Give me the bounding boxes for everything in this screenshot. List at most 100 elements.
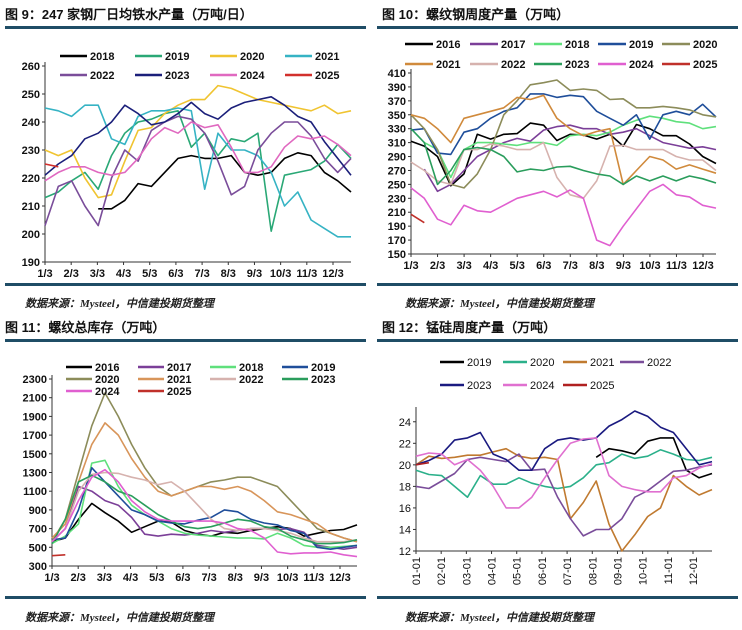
legend-label-2021: 2021	[590, 357, 614, 369]
legend-label-2022: 2022	[501, 59, 525, 71]
legend-label-2023: 2023	[565, 59, 589, 71]
x-tick-label: 12-01	[688, 557, 700, 585]
series-line-2018	[423, 115, 717, 179]
legend-label-2023: 2023	[311, 374, 335, 386]
x-tick-label: 6/3	[168, 268, 183, 280]
series-line-2024	[44, 121, 352, 182]
divider	[377, 596, 738, 599]
y-tick-label: 20	[399, 460, 411, 472]
legend-label-2019: 2019	[311, 362, 335, 374]
series-line-2023	[51, 474, 358, 545]
y-tick-label: 14	[399, 524, 411, 536]
series-line-2024	[410, 183, 717, 247]
legend-label-2020: 2020	[95, 374, 119, 386]
series-line-2025	[44, 163, 59, 168]
legend-label-2019: 2019	[629, 39, 653, 51]
y-tick-label: 200	[22, 229, 40, 241]
x-tick-label: 03-01	[461, 557, 473, 585]
y-tick-label: 240	[22, 117, 40, 129]
x-tick-label: 2/3	[430, 260, 445, 272]
x-tick-label: 05-01	[512, 557, 524, 585]
x-tick-label: 09-01	[612, 557, 624, 585]
legend-label-2018: 2018	[90, 51, 114, 63]
y-tick-label: 1700	[23, 430, 47, 442]
source-note: 数据来源：Mysteel，中信建投期货整理	[405, 612, 594, 624]
divider	[5, 26, 366, 29]
series-line-2020	[410, 79, 717, 189]
x-tick-label: 06-01	[537, 557, 549, 585]
series-line-2018	[51, 459, 358, 549]
chart-title-iron-output: 图 9：247 家钢厂日均铁水产量（万吨/日）	[5, 7, 253, 22]
y-tick-label: 260	[22, 61, 40, 73]
y-tick-label: 2300	[23, 374, 47, 386]
x-tick-label: 7/3	[194, 268, 209, 280]
y-tick-label: 330	[388, 124, 406, 136]
y-tick-label: 230	[388, 193, 406, 205]
y-tick-label: 210	[388, 207, 406, 219]
x-tick-label: 7/3	[201, 572, 216, 584]
x-tick-label: 5/3	[149, 572, 164, 584]
legend-label-2024: 2024	[530, 380, 554, 392]
x-tick-label: 8/3	[221, 268, 236, 280]
series-line-2018	[98, 152, 352, 210]
series-line-2017	[423, 124, 717, 193]
x-tick-label: 12/3	[322, 268, 343, 280]
series-line-2021	[44, 104, 351, 238]
legend-label-2016: 2016	[436, 39, 460, 51]
legend-label-2023: 2023	[467, 380, 491, 392]
x-tick-label: 6/3	[536, 260, 551, 272]
y-tick-label: 16	[399, 503, 411, 515]
x-tick-label: 11/3	[303, 572, 324, 584]
x-tick-label: 3/3	[90, 268, 105, 280]
chart-title-rebar-output: 图 10：螺纹钢周度产量（万吨）	[382, 7, 570, 22]
legend-label-2019: 2019	[165, 51, 189, 63]
series-line-2021	[415, 447, 713, 552]
x-tick-label: 8/3	[228, 572, 243, 584]
x-tick-label: 7/3	[563, 260, 578, 272]
series-line-2019	[44, 110, 352, 232]
legend-label-2022: 2022	[647, 357, 671, 369]
y-tick-label: 270	[388, 165, 406, 177]
x-tick-label: 2/3	[64, 268, 79, 280]
y-tick-label: 210	[22, 201, 40, 213]
series-line-2022	[44, 115, 352, 227]
legend-label-2019: 2019	[467, 357, 491, 369]
y-tick-label: 1100	[23, 486, 47, 498]
y-tick-label: 350	[388, 110, 406, 122]
divider	[5, 283, 366, 286]
y-tick-label: 150	[388, 249, 406, 261]
y-tick-label: 900	[29, 505, 47, 517]
x-tick-label: 3/3	[456, 260, 471, 272]
series-line-2025	[415, 461, 430, 466]
y-tick-label: 18	[399, 481, 411, 493]
x-tick-label: 4/3	[116, 268, 131, 280]
x-tick-label: 1/3	[37, 268, 52, 280]
x-tick-label: 8/3	[589, 260, 604, 272]
series-line-2019	[595, 437, 713, 479]
divider	[377, 283, 738, 286]
x-tick-label: 1/3	[403, 260, 418, 272]
legend-label-2024: 2024	[629, 59, 654, 71]
x-tick-label: 9/3	[254, 572, 269, 584]
series-line-2019	[410, 93, 717, 156]
y-tick-label: 12	[399, 546, 411, 558]
y-tick-label: 2100	[23, 393, 47, 405]
source-note: 数据来源：Mysteel，中信建投期货整理	[25, 612, 214, 624]
chart-title-simn-output: 图 12：锰硅周度产量（万吨）	[382, 320, 557, 335]
y-tick-label: 1300	[23, 468, 47, 480]
y-tick-label: 1900	[23, 411, 47, 423]
legend-label-2025: 2025	[693, 59, 717, 71]
legend-label-2021: 2021	[436, 59, 460, 71]
y-tick-label: 250	[22, 89, 40, 101]
x-tick-label: 08-01	[587, 557, 599, 585]
legend-label-2017: 2017	[167, 362, 191, 374]
y-tick-label: 250	[388, 179, 406, 191]
x-tick-label: 07-01	[562, 557, 574, 585]
x-tick-label: 10/3	[277, 572, 298, 584]
legend-label-2023: 2023	[165, 70, 189, 82]
y-tick-label: 390	[388, 82, 406, 94]
x-tick-label: 11/3	[666, 260, 687, 272]
legend-label-2025: 2025	[315, 70, 339, 82]
legend-label-2018: 2018	[239, 362, 263, 374]
divider	[5, 339, 366, 342]
